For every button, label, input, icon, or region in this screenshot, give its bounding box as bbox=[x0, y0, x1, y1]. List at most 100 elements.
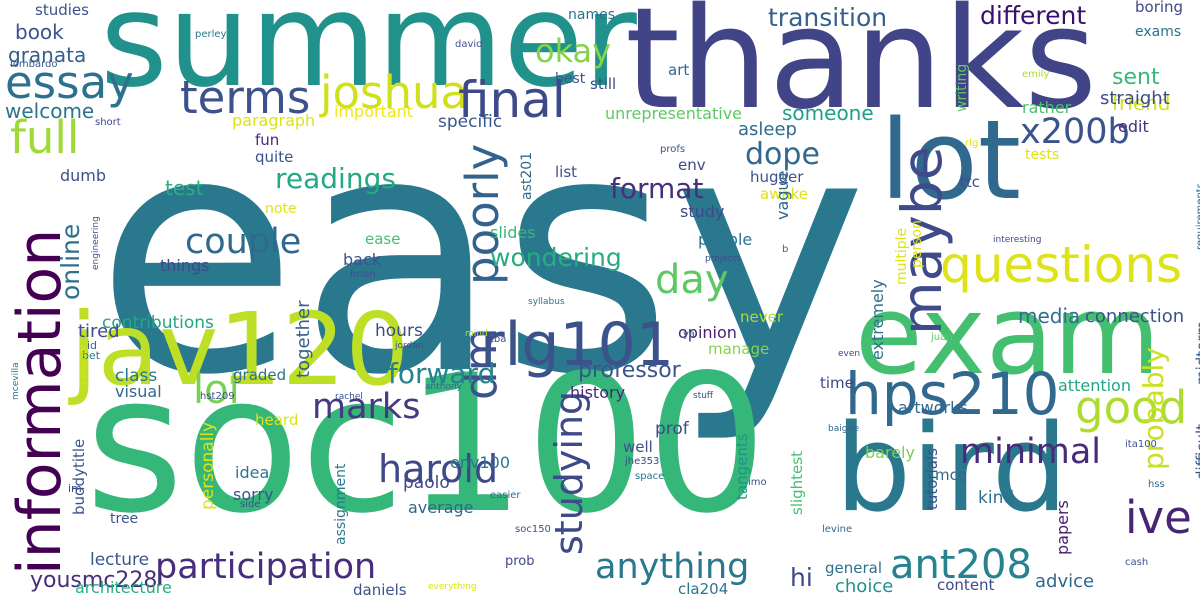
word-format: format bbox=[610, 172, 704, 205]
word-full: full bbox=[10, 111, 80, 164]
word-summer: summer bbox=[100, 0, 637, 116]
word-writing: writing bbox=[954, 63, 970, 112]
word-lecture: lecture bbox=[90, 550, 150, 570]
word-visual: visual bbox=[115, 382, 162, 401]
word-papers: papers bbox=[1053, 500, 1072, 555]
word-ive: ive bbox=[1125, 491, 1192, 544]
word-lot: lot bbox=[880, 96, 1021, 224]
word-lombardo: lombardo bbox=[10, 59, 58, 70]
word-general: general bbox=[825, 559, 883, 577]
word-easier: easier bbox=[490, 490, 521, 501]
word-things: things bbox=[160, 256, 210, 275]
word-juan: juan bbox=[931, 332, 953, 343]
word-quite: quite bbox=[255, 148, 294, 166]
word-ttc: ttc bbox=[960, 173, 981, 191]
word-tired: tired bbox=[78, 321, 120, 342]
word-boring: boring bbox=[1135, 0, 1184, 16]
word-friend: friend bbox=[1112, 91, 1171, 115]
word-choice: choice bbox=[835, 576, 894, 597]
word-extremely: extremely bbox=[868, 279, 887, 360]
word-brian: brian bbox=[350, 269, 376, 280]
word-env100: env100 bbox=[450, 453, 510, 472]
word-personally: personally bbox=[198, 421, 218, 510]
word-mcevilla: mcevilla bbox=[11, 362, 21, 400]
word-paolo: paolo bbox=[403, 473, 450, 493]
word-fun: fun bbox=[255, 131, 280, 149]
word-someone: someone bbox=[782, 101, 874, 125]
word-side: side bbox=[240, 499, 261, 510]
word-sorry: sorry bbox=[233, 485, 274, 504]
word-hst209: hst209 bbox=[200, 391, 235, 402]
word-ease: ease bbox=[365, 230, 401, 248]
word-hugger: hugger bbox=[750, 168, 804, 186]
word-different: different bbox=[980, 1, 1087, 30]
word-prof: prof bbox=[655, 419, 689, 439]
word-heard: heard bbox=[255, 411, 299, 429]
word-specific: specific bbox=[438, 112, 503, 132]
word-architecture: architecture bbox=[75, 578, 172, 597]
word-forward: forward bbox=[388, 357, 496, 390]
word-probably: probably bbox=[1137, 347, 1170, 470]
word-questions: questions bbox=[940, 236, 1183, 294]
word-jordan: jordan bbox=[395, 341, 424, 351]
word-attention: attention bbox=[1058, 376, 1131, 395]
word-straight: straight bbox=[1100, 88, 1170, 109]
word-dope: dope bbox=[745, 137, 820, 172]
word-vague: vague bbox=[773, 170, 792, 220]
word-levine: levine bbox=[822, 524, 853, 535]
word-important: important bbox=[334, 102, 414, 121]
word-everything: everything bbox=[428, 582, 477, 592]
word-studying: studying bbox=[547, 390, 591, 555]
word-study: study bbox=[680, 202, 725, 221]
word-sent: sent bbox=[1112, 65, 1160, 90]
word-paragraph: paragraph bbox=[232, 111, 316, 130]
word-x200b: x200b bbox=[1020, 112, 1130, 152]
word-rachel: rachel bbox=[335, 392, 363, 402]
word-tangents: tangents bbox=[733, 433, 751, 500]
word-ita100: ita100 bbox=[1125, 439, 1157, 450]
word-joshua: joshua bbox=[320, 66, 469, 119]
word-participation: participation bbox=[155, 547, 377, 587]
word-anything: anything bbox=[595, 547, 750, 587]
word-env: env bbox=[678, 156, 706, 174]
word-anthony: anthony bbox=[425, 382, 462, 392]
word-media: media bbox=[1018, 304, 1081, 328]
word-list: list bbox=[555, 163, 578, 181]
word-profs: profs bbox=[660, 144, 686, 155]
word-difficult: difficult bbox=[1193, 424, 1200, 480]
word-lol: lol bbox=[193, 367, 240, 413]
word-book: book bbox=[15, 20, 64, 44]
word-emily: emily bbox=[1022, 69, 1050, 80]
word-well: well bbox=[623, 438, 653, 456]
word-prob: prob bbox=[505, 554, 535, 569]
word-exams: exams bbox=[1135, 24, 1182, 40]
word-asleep: asleep bbox=[738, 119, 797, 140]
word-online: online bbox=[56, 223, 85, 300]
word-class: class bbox=[115, 366, 158, 386]
word-marks: marks bbox=[312, 387, 421, 427]
word-minimal: minimal bbox=[960, 432, 1101, 472]
word-rather: rather bbox=[1022, 98, 1072, 117]
word-contributions: contributions bbox=[102, 313, 214, 333]
word-b: b bbox=[782, 244, 789, 255]
word-category: category bbox=[79, 345, 89, 385]
word-names: names bbox=[568, 7, 615, 23]
word-art: art bbox=[668, 61, 690, 79]
word-welcome: welcome bbox=[5, 99, 95, 123]
word-final: final bbox=[458, 71, 566, 129]
word-exam: exam bbox=[855, 271, 1161, 399]
word-easy: easy bbox=[95, 63, 868, 447]
word-interesting: interesting bbox=[993, 235, 1042, 245]
word-couple: couple bbox=[185, 222, 302, 262]
word-dumb: dumb bbox=[60, 166, 107, 185]
word-rlg: rlg bbox=[965, 138, 979, 149]
word-mcq: mcq bbox=[935, 466, 968, 484]
word-advice: advice bbox=[1035, 571, 1095, 592]
word-jhe353: jhe353 bbox=[625, 456, 660, 467]
word-average: average bbox=[408, 498, 474, 517]
word-multiple: multiple bbox=[894, 227, 910, 285]
word-projects: projects bbox=[705, 254, 741, 264]
word-opinion: opinion bbox=[678, 323, 737, 342]
word-bet: bet bbox=[82, 349, 101, 362]
